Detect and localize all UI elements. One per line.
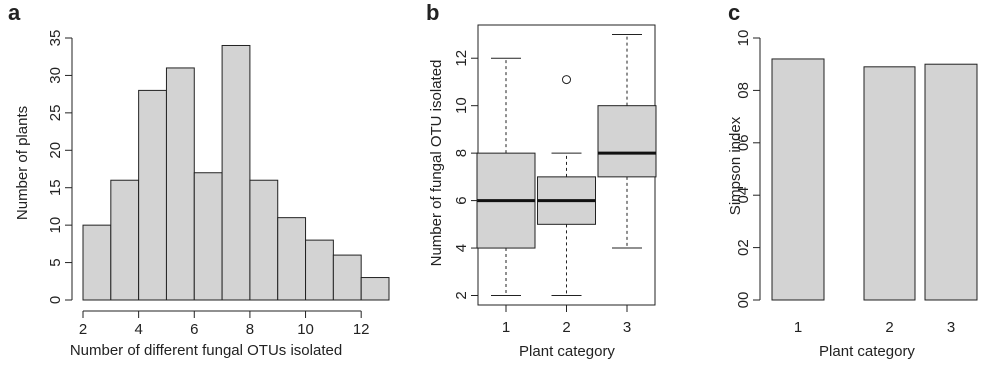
y-tick-label: 10 bbox=[453, 97, 470, 114]
histogram-bar bbox=[82, 224, 112, 301]
panel-c-barchart: c 1 2 3 00 02 04 06 08 10 Plant category Simpso… bbox=[727, 0, 978, 360]
histogram-bars bbox=[82, 44, 390, 301]
y-tick-label: 2 bbox=[453, 291, 470, 299]
x-axis: 1 2 3 bbox=[502, 305, 631, 336]
y-tick-label: 5 bbox=[47, 258, 64, 266]
y-tick-label: 10 bbox=[735, 30, 752, 47]
box-iqr bbox=[597, 105, 657, 178]
y-axis-title: Number of fungal OTU isolated bbox=[428, 60, 445, 267]
x-tick-label: 2 bbox=[562, 319, 570, 336]
y-tick-label: 20 bbox=[47, 142, 64, 159]
x-tick-label: 3 bbox=[623, 319, 631, 336]
y-axis: 0 5 10 15 20 25 30 35 bbox=[47, 30, 73, 304]
bars bbox=[771, 58, 978, 301]
histogram-bar bbox=[138, 89, 167, 301]
bar bbox=[771, 58, 825, 301]
y-tick-label: 06 bbox=[735, 134, 752, 151]
panel-b-label: b bbox=[426, 0, 439, 25]
x-axis-title: Plant category bbox=[519, 343, 615, 360]
histogram-bar bbox=[277, 217, 307, 301]
x-tick-label: 12 bbox=[353, 321, 370, 338]
boxplot-boxes bbox=[476, 33, 657, 297]
x-tick-label: 3 bbox=[947, 319, 955, 336]
y-tick-label: 0 bbox=[47, 296, 64, 304]
x-axis-title: Number of different fungal OTUs isolated bbox=[70, 342, 342, 359]
y-axis-title: Simpson index bbox=[727, 116, 744, 215]
x-axis-title: Plant category bbox=[819, 343, 915, 360]
histogram-bar bbox=[332, 254, 362, 301]
y-axis: 00 02 04 06 08 10 bbox=[735, 30, 761, 309]
histogram-bar bbox=[305, 239, 334, 301]
y-tick-label: 15 bbox=[47, 179, 64, 196]
y-tick-label: 04 bbox=[735, 187, 752, 204]
bar bbox=[924, 63, 978, 301]
y-tick-label: 4 bbox=[453, 244, 470, 252]
y-tick-label: 10 bbox=[47, 217, 64, 234]
x-tick-label: 6 bbox=[190, 321, 198, 338]
histogram-bar bbox=[221, 44, 251, 301]
histogram-bar bbox=[249, 179, 279, 301]
y-tick-label: 30 bbox=[47, 67, 64, 84]
y-tick-label: 08 bbox=[735, 82, 752, 99]
x-tick-label: 2 bbox=[885, 319, 893, 336]
y-tick-label: 12 bbox=[453, 50, 470, 67]
panel-a-histogram: a 2 4 6 8 10 12 0 5 10 15 20 25 30 35 Number of diff… bbox=[8, 0, 390, 359]
y-tick-label: 25 bbox=[47, 105, 64, 122]
y-tick-label: 00 bbox=[735, 292, 752, 309]
x-tick-label: 4 bbox=[134, 321, 142, 338]
y-tick-label: 35 bbox=[47, 30, 64, 47]
outlier-point bbox=[562, 75, 571, 85]
y-axis-title: Number of plants bbox=[14, 106, 31, 220]
histogram-bar bbox=[165, 67, 195, 301]
x-tick-label: 8 bbox=[246, 321, 254, 338]
x-tick-label: 1 bbox=[794, 319, 802, 336]
y-tick-label: 8 bbox=[453, 149, 470, 157]
y-tick-label: 6 bbox=[453, 196, 470, 204]
panel-c-label: c bbox=[728, 0, 740, 25]
bar bbox=[863, 66, 916, 301]
x-tick-label: 1 bbox=[502, 319, 510, 336]
histogram-bar bbox=[110, 179, 140, 301]
x-axis: 1 2 3 bbox=[794, 319, 955, 336]
y-tick-label: 02 bbox=[735, 239, 752, 256]
y-axis: 2 4 6 8 10 12 bbox=[453, 50, 478, 300]
x-tick-label: 10 bbox=[297, 321, 314, 338]
x-axis: 2 4 6 8 10 12 bbox=[79, 310, 370, 338]
histogram-bar bbox=[193, 172, 223, 301]
panel-a-label: a bbox=[8, 0, 21, 25]
histogram-bar bbox=[360, 277, 390, 301]
x-tick-label: 2 bbox=[79, 321, 87, 338]
